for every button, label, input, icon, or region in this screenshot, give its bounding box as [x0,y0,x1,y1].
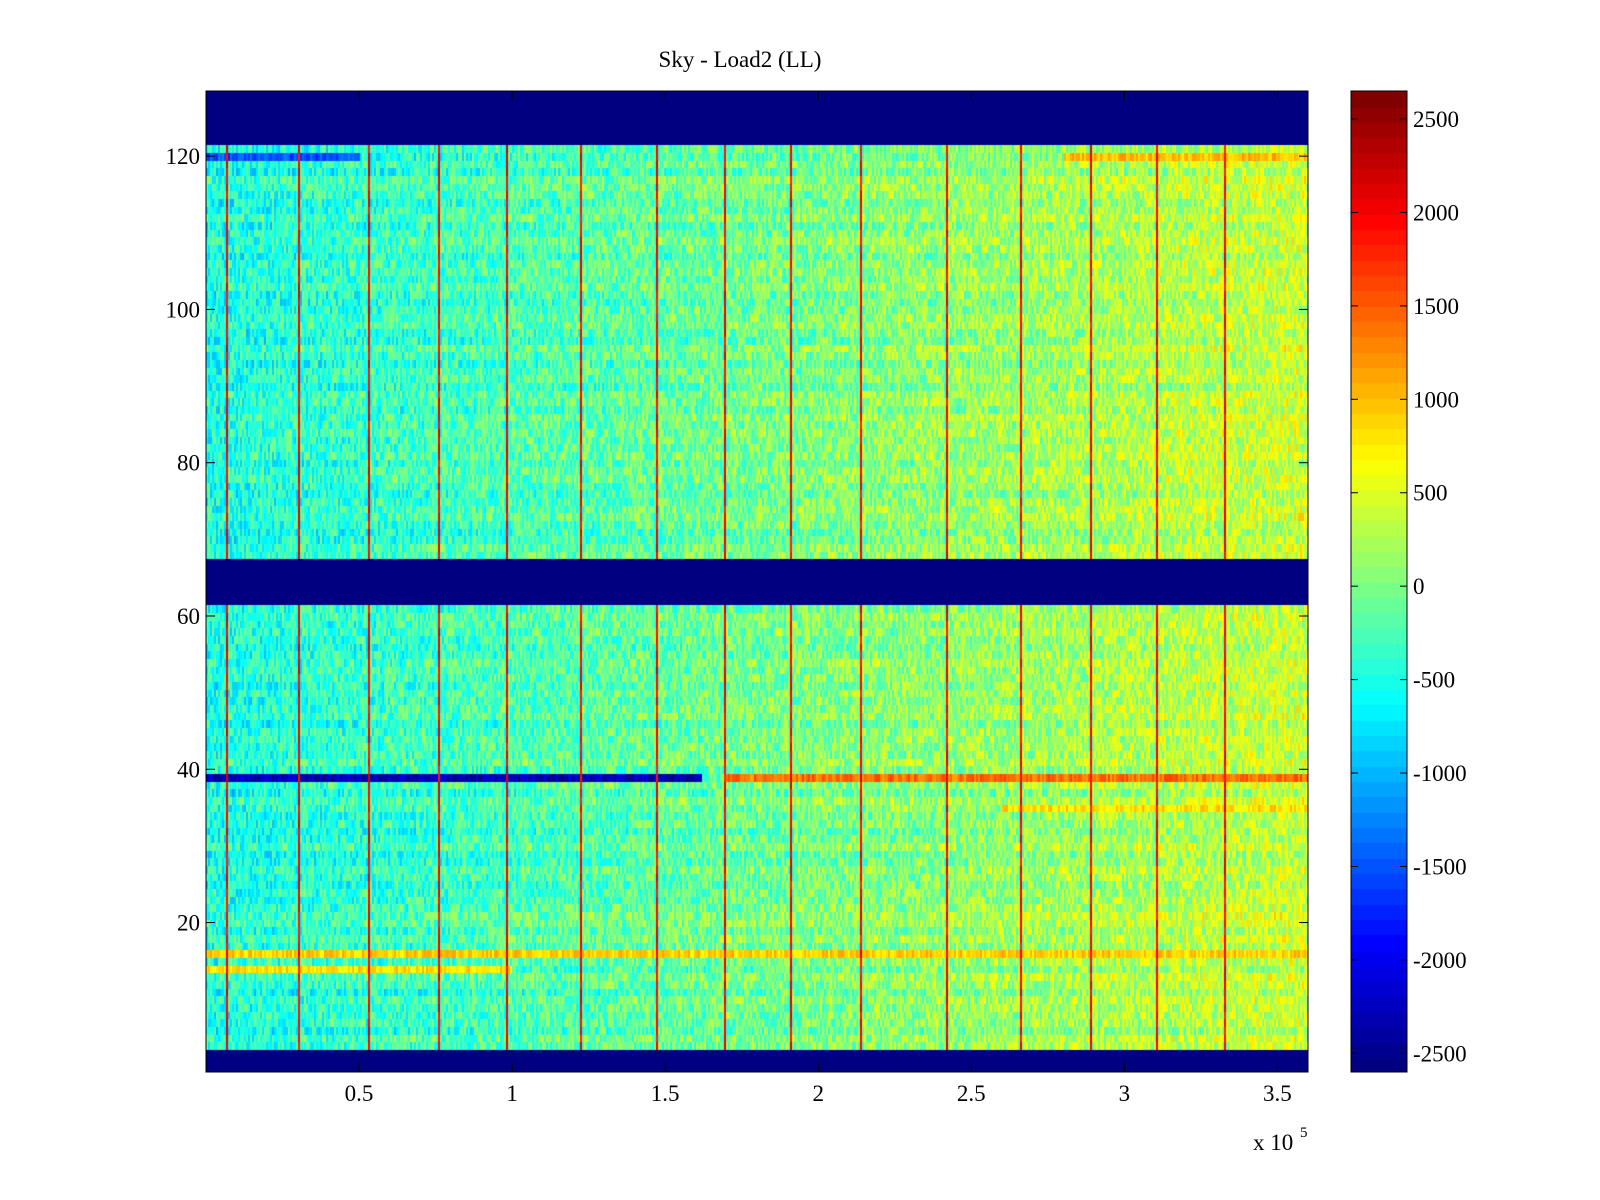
y-tick-label-2: 60 [177,604,200,629]
x-tick-label-3: 2 [812,1081,824,1106]
colorbar: 2500 2000 1500 1000 500 0 -500 -1000 -1500 -2000 -… [1350,90,1467,1073]
heatmap-image [206,91,1308,1072]
x-multiplier-exponent: 5 [1300,1125,1308,1141]
x-tick-label-0: 0.5 [345,1081,374,1106]
colorbar-tick-label-10: -2500 [1413,1041,1467,1066]
y-tick-label-3: 80 [177,451,200,476]
y-tick-label-5: 120 [166,144,201,169]
colorbar-tick-label-6: -500 [1413,668,1455,693]
y-tick-label-0: 20 [177,911,200,936]
y-axis: 20 40 60 80 100 120 [166,144,1308,936]
colorbar-tick-label-8: -1500 [1413,854,1467,879]
x-tick-label-1: 1 [506,1081,518,1106]
plot-frame [205,90,1309,1073]
colorbar-ticks: 2500 2000 1500 1000 500 0 -500 -1000 -1500 -2000 -… [1351,107,1467,1066]
heatmap-plot-area [206,91,1308,1072]
y-tick-label-1: 40 [177,757,200,782]
colorbar-tick-label-3: 1000 [1413,387,1459,412]
colorbar-gradient [1351,91,1407,1072]
colorbar-tick-label-1: 2000 [1413,200,1459,225]
colorbar-tick-label-4: 500 [1413,481,1448,506]
x-multiplier-base: x 10 [1253,1130,1293,1155]
chart-title: Sky - Load2 (LL) [659,47,822,72]
colorbar-tick-label-0: 2500 [1413,107,1459,132]
x-axis-multiplier: x 10 [1253,1130,1293,1155]
x-tick-label-6: 3.5 [1263,1081,1292,1106]
x-tick-label-5: 3 [1119,1081,1131,1106]
colorbar-tick-label-5: 0 [1413,574,1425,599]
x-axis: 0.5 1 1.5 2 2.5 3 3.5 [345,91,1292,1106]
colorbar-tick-label-2: 1500 [1413,294,1459,319]
colorbar-tick-label-9: -2000 [1413,948,1467,973]
x-tick-label-4: 2.5 [957,1081,986,1106]
y-tick-label-4: 100 [166,297,201,322]
x-tick-label-2: 1.5 [651,1081,680,1106]
colorbar-frame [1350,90,1408,1073]
colorbar-tick-label-7: -1000 [1413,761,1467,786]
